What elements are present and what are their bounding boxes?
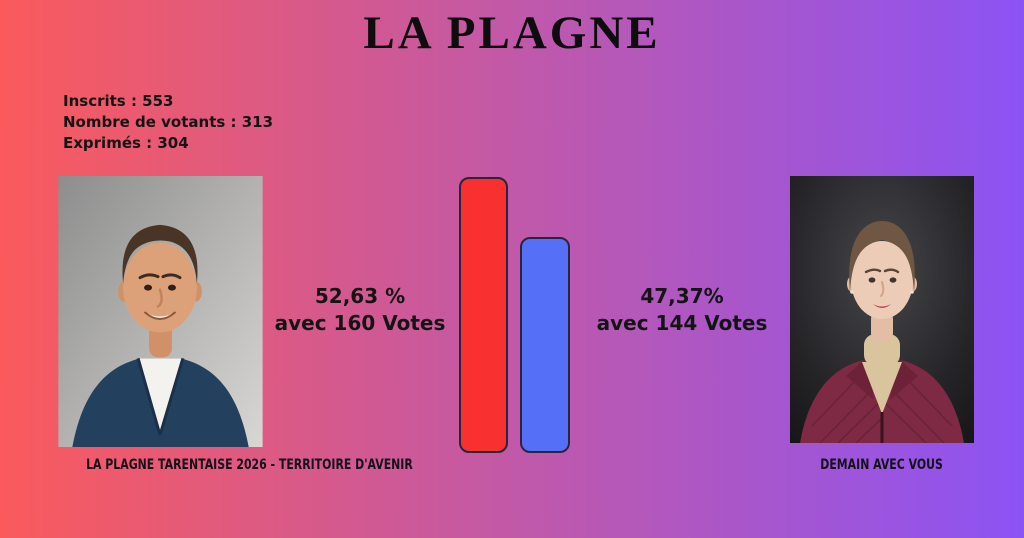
stat-exprimes: Exprimés : 304	[63, 134, 189, 152]
candidate-left-list-name: LA PLAGNE TARENTAISE 2026 - TERRITOIRE D…	[86, 457, 413, 473]
result-right-percent: 47,37%	[640, 284, 724, 308]
result-left-votes: avec 160 Votes	[274, 311, 446, 335]
result-left-percent: 52,63 %	[314, 284, 406, 308]
stat-votants: Nombre de votants : 313	[63, 113, 274, 131]
bar-candidate-right	[520, 237, 570, 453]
page-title: LA PLAGNE	[363, 7, 661, 59]
result-right: 47,37% avec 144 Votes	[592, 283, 772, 337]
candidate-photo-left	[58, 176, 263, 447]
vote-statistics: Inscrits : 553 Nombre de votants : 313 E…	[63, 91, 273, 154]
result-left: 52,63 % avec 160 Votes	[270, 283, 450, 337]
bar-candidate-left	[459, 177, 508, 453]
stat-inscrits: Inscrits : 553	[63, 92, 174, 110]
result-right-votes: avec 144 Votes	[596, 311, 768, 335]
candidate-right-list-name: DEMAIN AVEC VOUS	[820, 457, 944, 473]
candidate-photo-right	[790, 176, 974, 443]
